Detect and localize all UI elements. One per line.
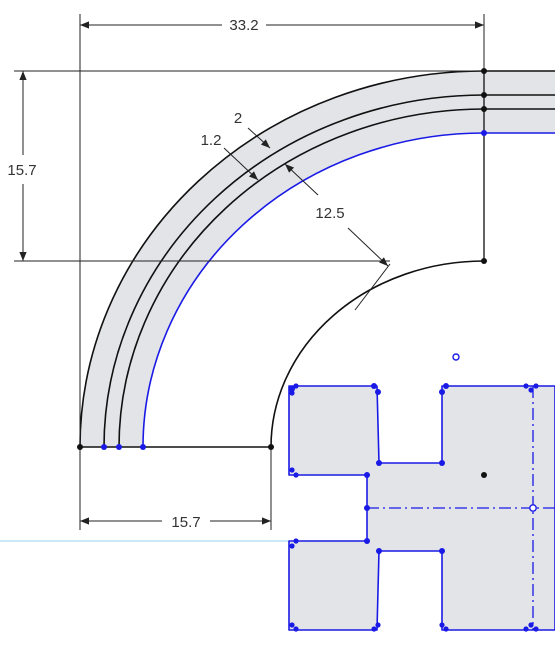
point-wall1-bottom	[101, 444, 107, 450]
point-centerline-intersection[interactable]	[529, 504, 537, 512]
wall-outer-dimension[interactable]: 2	[234, 110, 242, 127]
point-inner-arc-top	[481, 130, 487, 136]
point-inner-arc-bottom	[140, 444, 146, 450]
sketch-points[interactable]	[77, 68, 487, 478]
top-width-dimension[interactable]: 33.2	[229, 17, 258, 34]
inner-radius-dimension[interactable]: 12.5	[315, 205, 344, 222]
point-wall2-bottom	[116, 444, 122, 450]
wall-arc-2[interactable]	[118, 108, 555, 448]
radius-leader-upper	[284, 163, 319, 196]
wall-arc-1[interactable]	[103, 94, 555, 448]
point-center	[481, 472, 487, 478]
inner-arc-selected[interactable]	[142, 132, 555, 448]
point-wall2-top	[481, 106, 487, 112]
wall-outer-leader	[247, 127, 271, 149]
point-hollow-marker[interactable]	[452, 353, 460, 361]
radius-leader-lower	[347, 227, 389, 267]
outer-arc[interactable]	[79, 70, 555, 448]
point-outer-top	[481, 68, 487, 74]
point-outer-bottom	[77, 444, 83, 450]
bottom-width-dimension[interactable]: 15.7	[171, 514, 200, 531]
wall-inner-dimension[interactable]: 1.2	[201, 132, 222, 149]
inner-corner-arc[interactable]	[270, 260, 485, 448]
point-inner-corner-top	[481, 258, 487, 264]
selected-points[interactable]	[101, 130, 539, 632]
left-height-dimension[interactable]: 15.7	[7, 162, 36, 179]
wall-inner-leader	[223, 147, 259, 181]
point-inner-corner-bottom	[268, 444, 274, 450]
radius-leader-tail	[354, 263, 391, 311]
point-wall1-top	[481, 92, 487, 98]
